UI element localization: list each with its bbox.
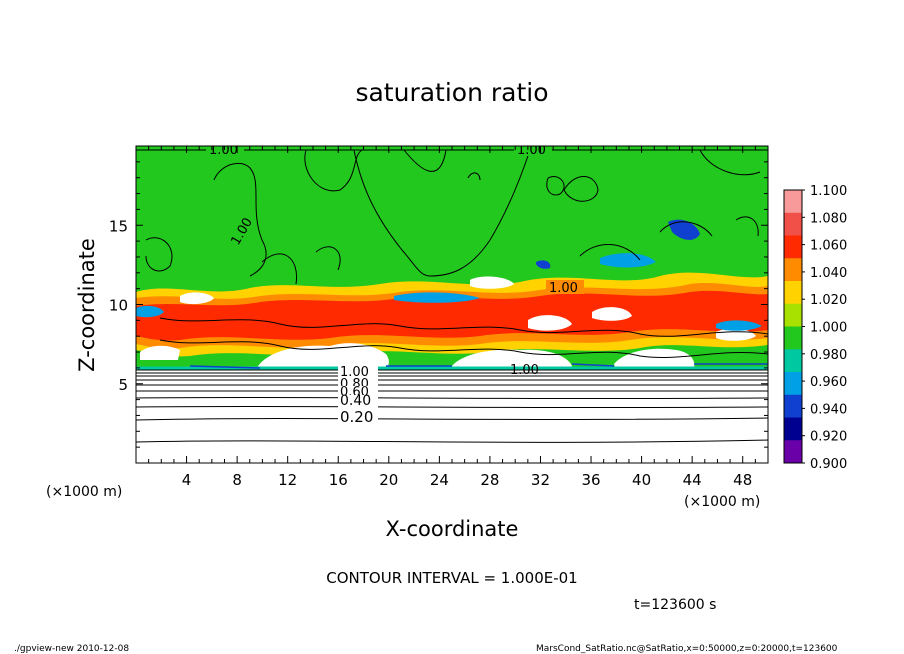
white-patch-1 (180, 292, 214, 305)
footer-right: MarsCond_SatRatio.nc@SatRatio,x=0:50000,… (536, 644, 838, 654)
contour-label: 1.00 (517, 143, 546, 158)
colorbar: 1.100 1.080 1.060 1.040 1.020 1.000 0.980 0.960… (783, 184, 847, 472)
time-text: t=123600 s (634, 597, 716, 613)
contour-label: 1.00 (549, 281, 578, 296)
colorbar-label: 0.900 (810, 457, 847, 472)
x-tick-label: 8 (232, 471, 242, 489)
white-patch-3 (528, 315, 572, 331)
colorbar-label: 1.020 (810, 293, 847, 308)
blue-patch-5 (716, 320, 762, 331)
colorbar-label: 0.960 (810, 375, 847, 390)
white-patch-2 (470, 276, 514, 289)
colorbar-label: 0.920 (810, 430, 847, 445)
x-tick-label: 32 (531, 471, 550, 489)
colorbar-label: 1.000 (810, 321, 847, 336)
cloud-core-1 (258, 343, 389, 372)
x-tick-label: 24 (430, 471, 449, 489)
blue-patch-6 (536, 260, 551, 269)
colorbar-label: 0.940 (810, 402, 847, 417)
blue-patch-4 (600, 253, 656, 268)
colorbar-label: 1.100 (810, 184, 847, 199)
blue-edge (189, 363, 768, 369)
contour-labels: 1.00 1.00 1.00 1.00 1.00 1.00 0.80 0.60 … (206, 143, 584, 426)
y-tick-label: 15 (109, 217, 128, 235)
blue-patch-1 (136, 305, 164, 318)
footer-left: ./gpview-new 2010-12-08 (14, 644, 129, 654)
colorbar-swatch (784, 281, 802, 305)
x-tick-label: 12 (278, 471, 297, 489)
colorbar-swatch (784, 394, 802, 418)
x-tick-label: 44 (683, 471, 702, 489)
colorbar-swatch (784, 235, 802, 259)
contour-label: 0.40 (340, 393, 371, 409)
colorbar-swatch (784, 372, 802, 396)
chart-title: saturation ratio (355, 78, 548, 107)
x-unit-left: (×1000 m) (46, 484, 122, 500)
x-unit-right: (×1000 m) (684, 494, 760, 510)
x-tick-label: 48 (733, 471, 752, 489)
cloud-core-2 (452, 349, 572, 372)
colorbar-swatch (784, 440, 802, 464)
cloud-core-4 (140, 345, 180, 360)
lower-contours (136, 369, 768, 443)
blue-patch-3 (668, 219, 700, 240)
colorbar-label: 1.040 (810, 266, 847, 281)
colorbar-label: 1.060 (810, 239, 847, 254)
white-patch-4 (592, 307, 632, 321)
x-tick-label: 20 (379, 471, 398, 489)
colorbar-swatch (784, 326, 802, 350)
x-tick-label: 16 (329, 471, 348, 489)
colorbar-swatch (784, 190, 802, 214)
lower-dry-layer (136, 368, 768, 463)
contour-label: 1.00 (510, 363, 539, 378)
x-tick-label: 36 (581, 471, 600, 489)
x-axis-label: X-coordinate (386, 517, 519, 541)
x-tick-label: 4 (182, 471, 192, 489)
colorbar-label: 1.080 (810, 211, 847, 226)
blue-patch-2 (394, 292, 480, 303)
y-tick-label: 10 (109, 297, 128, 315)
y-axis: 5 10 15 (109, 161, 768, 448)
contour-interval-text: CONTOUR INTERVAL = 1.000E-01 (326, 569, 577, 587)
contour-label: 1.00 (209, 143, 238, 158)
colorbar-swatch (784, 212, 802, 236)
colorbar-swatch (784, 349, 802, 373)
y-tick-label: 5 (118, 376, 128, 394)
x-axis: 4 8 12 16 20 24 28 32 36 40 44 48 (148, 146, 756, 489)
colorbar-swatch (784, 303, 802, 327)
x-tick-label: 28 (480, 471, 499, 489)
contour-label: 1.00 (340, 365, 369, 380)
colorbar-swatch (784, 258, 802, 282)
contour-label: 0.20 (340, 408, 373, 426)
y-axis-label: Z-coordinate (75, 238, 99, 372)
x-tick-label: 40 (632, 471, 651, 489)
band-red (136, 290, 768, 341)
colorbar-swatch (784, 417, 802, 441)
upper-contours (136, 149, 768, 359)
cloud-core-3 (614, 348, 695, 370)
colorbar-label: 0.980 (810, 348, 847, 363)
plot-area: 1.00 1.00 1.00 1.00 1.00 1.00 0.80 0.60 … (136, 143, 768, 463)
